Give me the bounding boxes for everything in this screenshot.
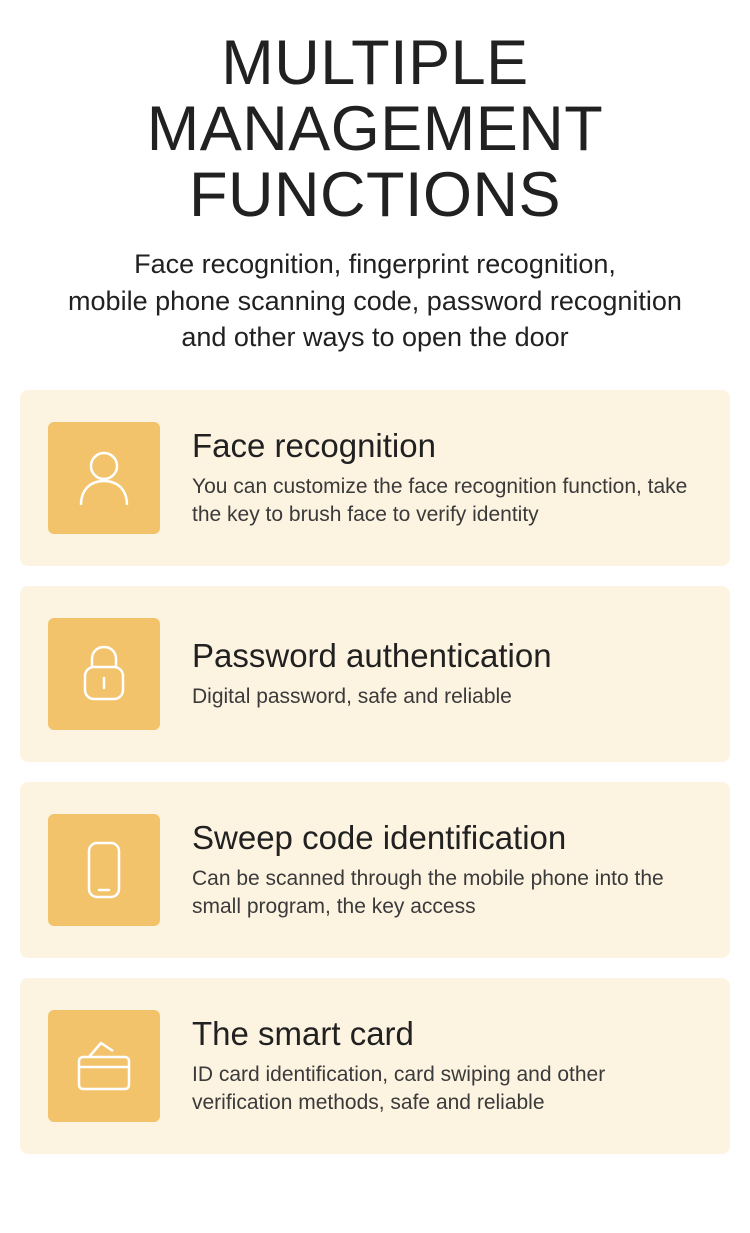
page-root: MULTIPLE MANAGEMENT FUNCTIONS Face recog… <box>0 0 750 1154</box>
feature-card-face: Face recognition You can customize the f… <box>20 390 730 566</box>
card-title-password: Password authentication <box>192 637 702 675</box>
card-icon <box>48 1010 160 1122</box>
card-text-face: Face recognition You can customize the f… <box>192 427 702 528</box>
main-heading: MULTIPLE MANAGEMENT FUNCTIONS <box>20 30 730 228</box>
card-text-smartcard: The smart card ID card identification, c… <box>192 1015 702 1116</box>
subtitle-line-3: and other ways to open the door <box>181 322 568 352</box>
phone-icon <box>48 814 160 926</box>
heading-text: MULTIPLE MANAGEMENT FUNCTIONS <box>20 30 730 228</box>
heading-line-3: FUNCTIONS <box>189 160 561 230</box>
feature-card-sweep: Sweep code identification Can be scanned… <box>20 782 730 958</box>
card-desc-smartcard: ID card identification, card swiping and… <box>192 1061 702 1116</box>
card-title-sweep: Sweep code identification <box>192 819 702 857</box>
card-text-password: Password authentication Digital password… <box>192 637 702 710</box>
card-title-face: Face recognition <box>192 427 702 465</box>
feature-card-password: Password authentication Digital password… <box>20 586 730 762</box>
card-desc-password: Digital password, safe and reliable <box>192 683 702 710</box>
feature-card-smartcard: The smart card ID card identification, c… <box>20 978 730 1154</box>
card-desc-sweep: Can be scanned through the mobile phone … <box>192 865 702 920</box>
subtitle-line-2: mobile phone scanning code, password rec… <box>68 286 682 316</box>
subtitle-line-1: Face recognition, fingerprint recognitio… <box>134 249 616 279</box>
card-desc-face: You can customize the face recognition f… <box>192 473 702 528</box>
card-text-sweep: Sweep code identification Can be scanned… <box>192 819 702 920</box>
subtitle-text: Face recognition, fingerprint recognitio… <box>20 246 730 355</box>
lock-icon <box>48 618 160 730</box>
heading-line-2: MANAGEMENT <box>147 94 604 164</box>
face-icon <box>48 422 160 534</box>
card-title-smartcard: The smart card <box>192 1015 702 1053</box>
cards-container: Face recognition You can customize the f… <box>20 390 730 1154</box>
heading-line-1: MULTIPLE <box>221 28 528 98</box>
